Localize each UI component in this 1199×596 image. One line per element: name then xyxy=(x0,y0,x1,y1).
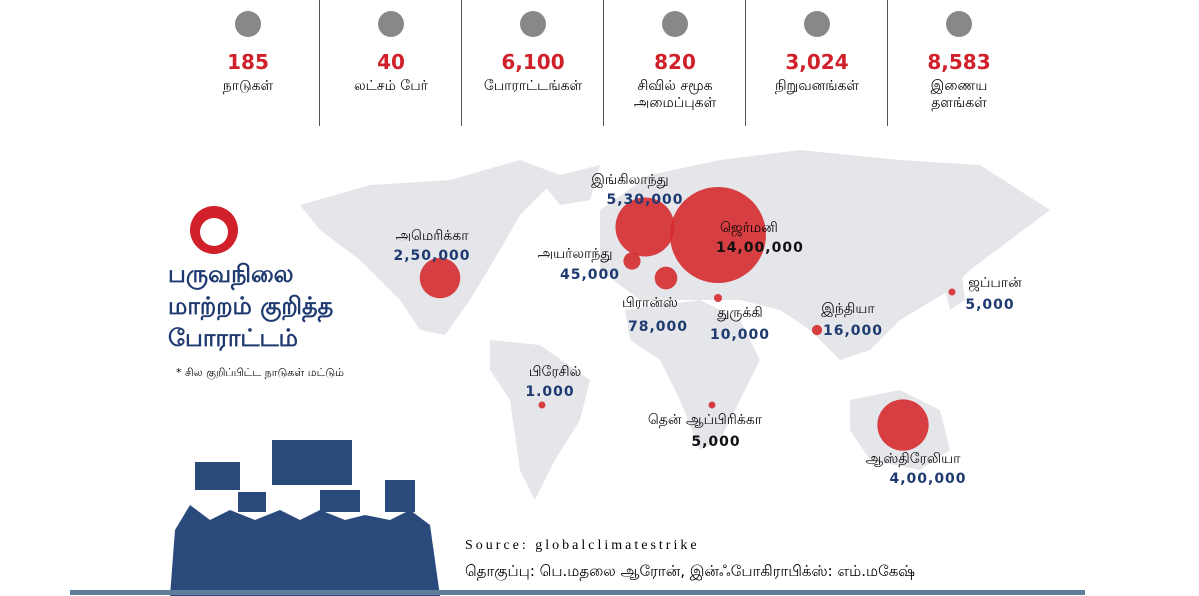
stat: 6,100 போராட்டங்கள் xyxy=(461,0,604,126)
bubble xyxy=(708,401,716,409)
country-value: 5,30,000 xyxy=(606,192,683,208)
bubble xyxy=(811,324,823,336)
bubble xyxy=(615,197,675,257)
bubble xyxy=(623,252,641,270)
country-value: 4,00,000 xyxy=(889,471,966,487)
bubble xyxy=(713,293,723,303)
stat-icon xyxy=(378,11,404,37)
stat: 3,024 நிறுவனங்கள் xyxy=(745,0,888,126)
stat: 820 சிவில் சமூக அமைப்புகள் xyxy=(603,0,746,126)
country-value: 45,000 xyxy=(560,267,620,283)
country-name: அயர்லாந்து xyxy=(538,246,613,262)
stat: 8,583 இணைய தளங்கள் xyxy=(887,0,1030,126)
stat-number: 820 xyxy=(654,50,696,74)
stat-number: 8,583 xyxy=(927,50,991,74)
icon-shape xyxy=(378,11,404,37)
stat-label: நாடுகள் xyxy=(222,78,274,94)
bubble xyxy=(670,187,766,283)
country-name: துருக்கி xyxy=(717,305,763,321)
country-name: இங்கிலாந்து xyxy=(591,172,668,188)
icon-shape xyxy=(804,11,830,37)
source: Source: globalclimatestrike xyxy=(465,538,700,553)
bubble xyxy=(538,401,546,409)
protesters xyxy=(170,440,440,596)
credit: தொகுப்பு: பெ.மதலை ஆரோன், இன்ஃபோகிராபிக்ஸ… xyxy=(465,562,916,580)
country-name: இந்தியா xyxy=(821,301,875,317)
country-name: அமெரிக்கா xyxy=(395,228,469,244)
stat: 185 நாடுகள் xyxy=(177,0,319,126)
stat-icon xyxy=(235,11,261,37)
stat-label: லட்சம் பேர் xyxy=(354,78,428,94)
map-title: பருவநிலை மாற்றம் குறித்த போராட்டம் xyxy=(168,260,334,352)
country-value: 2,50,000 xyxy=(393,248,470,264)
stat-icon xyxy=(520,11,546,37)
icon-shape xyxy=(235,11,261,37)
country-value: 5,000 xyxy=(691,434,740,450)
icon-shape xyxy=(520,11,546,37)
country-name: ஜெர்மனி xyxy=(720,220,778,237)
country-value: 10,000 xyxy=(710,327,770,343)
stat-label: சிவில் சமூக அமைப்புகள் xyxy=(633,78,717,111)
country-value: 78,000 xyxy=(628,319,688,335)
country-value: 14,00,000 xyxy=(716,240,804,256)
country-name: ஜப்பான் xyxy=(968,275,1022,292)
country-value: 5,000 xyxy=(965,297,1014,313)
stat-number: 3,024 xyxy=(785,50,849,74)
bubble xyxy=(948,288,956,296)
stat-number: 6,100 xyxy=(501,50,565,74)
stat-icon xyxy=(946,11,972,37)
note: * சில குறிப்பிட்ட நாடுகள் மட்டும் xyxy=(176,366,344,379)
stat-number: 40 xyxy=(377,50,405,74)
bubble xyxy=(419,257,461,299)
stat-icon xyxy=(804,11,830,37)
country-name: தென் ஆப்பிரிக்கா xyxy=(648,412,763,428)
footer-bar xyxy=(70,590,1085,595)
bubble xyxy=(654,266,678,290)
stat-label: போராட்டங்கள் xyxy=(483,78,583,94)
logo-face xyxy=(200,218,228,246)
bubble xyxy=(877,399,929,451)
country-value: 1.000 xyxy=(525,384,574,400)
country-name: பிரேசில் xyxy=(529,364,582,380)
country-name: ஆஸ்திரேலியா xyxy=(866,451,962,467)
stat-icon xyxy=(662,11,688,37)
stat-number: 185 xyxy=(227,50,269,74)
stat: 40 லட்சம் பேர் xyxy=(319,0,462,126)
country-name: பிரான்ஸ் xyxy=(622,295,678,311)
icon-shape xyxy=(946,11,972,37)
stat-label: நிறுவனங்கள் xyxy=(774,78,860,94)
country-value: 16,000 xyxy=(823,323,883,339)
stat-label: இணைய தளங்கள் xyxy=(930,78,988,111)
icon-shape xyxy=(662,11,688,37)
